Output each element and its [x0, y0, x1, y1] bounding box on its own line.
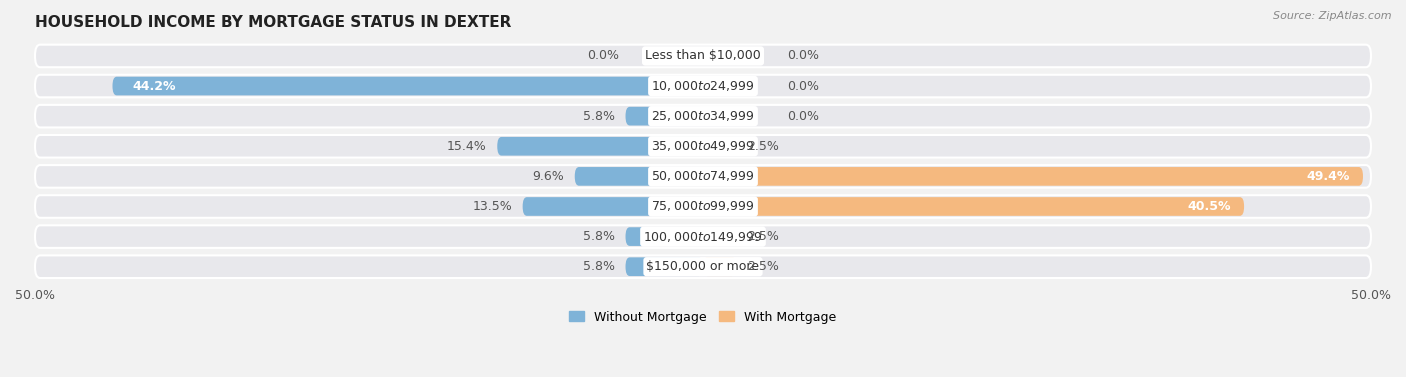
- Text: 44.2%: 44.2%: [132, 80, 176, 92]
- Text: 9.6%: 9.6%: [533, 170, 564, 183]
- Text: Less than $10,000: Less than $10,000: [645, 49, 761, 63]
- Text: $100,000 to $149,999: $100,000 to $149,999: [644, 230, 762, 244]
- FancyBboxPatch shape: [35, 225, 1371, 248]
- Text: $50,000 to $74,999: $50,000 to $74,999: [651, 169, 755, 183]
- Text: $10,000 to $24,999: $10,000 to $24,999: [651, 79, 755, 93]
- Text: HOUSEHOLD INCOME BY MORTGAGE STATUS IN DEXTER: HOUSEHOLD INCOME BY MORTGAGE STATUS IN D…: [35, 15, 512, 30]
- FancyBboxPatch shape: [575, 167, 703, 186]
- FancyBboxPatch shape: [35, 195, 1371, 218]
- FancyBboxPatch shape: [35, 135, 1371, 158]
- Text: 0.0%: 0.0%: [787, 49, 820, 63]
- FancyBboxPatch shape: [703, 197, 1244, 216]
- Text: 15.4%: 15.4%: [447, 140, 486, 153]
- FancyBboxPatch shape: [35, 44, 1371, 67]
- Text: $25,000 to $34,999: $25,000 to $34,999: [651, 109, 755, 123]
- Text: $75,000 to $99,999: $75,000 to $99,999: [651, 199, 755, 213]
- Text: 5.8%: 5.8%: [583, 260, 614, 273]
- FancyBboxPatch shape: [703, 137, 737, 156]
- Text: 49.4%: 49.4%: [1306, 170, 1350, 183]
- FancyBboxPatch shape: [498, 137, 703, 156]
- Text: 2.5%: 2.5%: [747, 260, 779, 273]
- FancyBboxPatch shape: [626, 107, 703, 126]
- FancyBboxPatch shape: [703, 227, 737, 246]
- Text: 5.8%: 5.8%: [583, 110, 614, 123]
- Text: 0.0%: 0.0%: [586, 49, 619, 63]
- Text: 13.5%: 13.5%: [472, 200, 512, 213]
- FancyBboxPatch shape: [626, 227, 703, 246]
- FancyBboxPatch shape: [703, 257, 737, 276]
- FancyBboxPatch shape: [35, 256, 1371, 278]
- FancyBboxPatch shape: [35, 105, 1371, 127]
- FancyBboxPatch shape: [35, 165, 1371, 188]
- FancyBboxPatch shape: [35, 75, 1371, 97]
- Text: 0.0%: 0.0%: [787, 110, 820, 123]
- FancyBboxPatch shape: [523, 197, 703, 216]
- Text: 40.5%: 40.5%: [1187, 200, 1230, 213]
- Text: $35,000 to $49,999: $35,000 to $49,999: [651, 139, 755, 153]
- Text: 2.5%: 2.5%: [747, 140, 779, 153]
- Text: 5.8%: 5.8%: [583, 230, 614, 243]
- FancyBboxPatch shape: [703, 167, 1362, 186]
- Text: Source: ZipAtlas.com: Source: ZipAtlas.com: [1274, 11, 1392, 21]
- Legend: Without Mortgage, With Mortgage: Without Mortgage, With Mortgage: [564, 305, 842, 328]
- FancyBboxPatch shape: [112, 77, 703, 95]
- Text: 0.0%: 0.0%: [787, 80, 820, 92]
- Text: 2.5%: 2.5%: [747, 230, 779, 243]
- Text: $150,000 or more: $150,000 or more: [647, 260, 759, 273]
- FancyBboxPatch shape: [626, 257, 703, 276]
